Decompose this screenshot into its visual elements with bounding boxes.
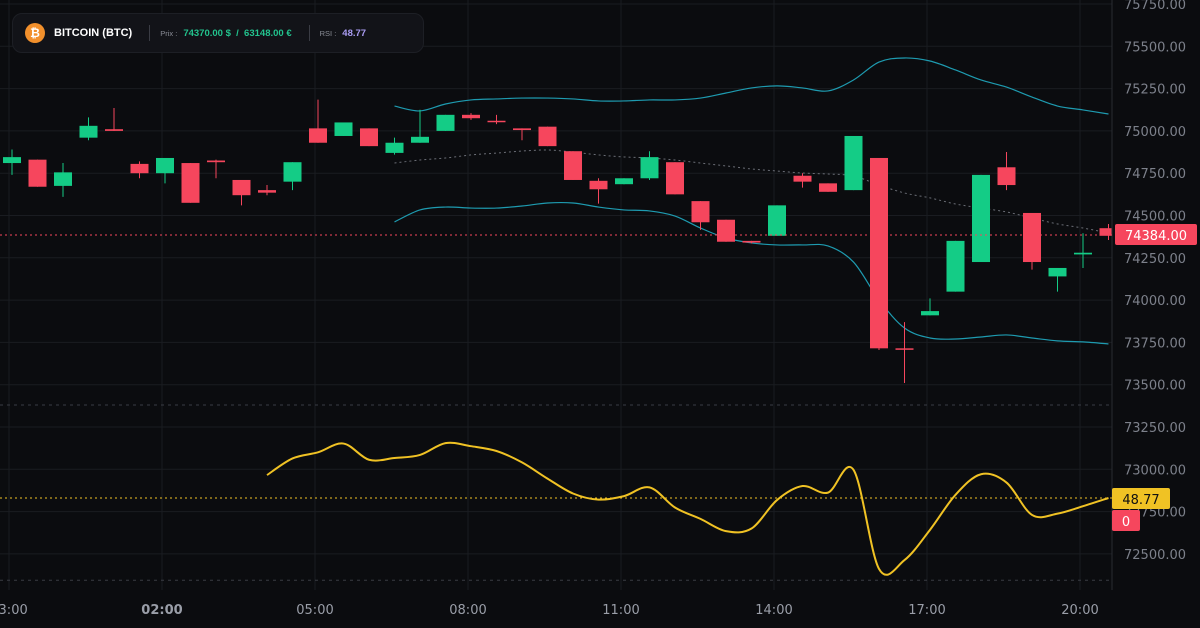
time-axis[interactable]: 23:00 02:00 05:00 08:00 11:00 14:00 17:00 20:00 <box>0 603 1099 618</box>
x-tick-label: 17:00 <box>908 603 945 618</box>
candle-down <box>232 179 251 196</box>
grid <box>0 0 1112 590</box>
candle-down <box>717 219 735 242</box>
y-tick-label: 72500.00 <box>1124 548 1186 563</box>
candle-down <box>538 126 557 147</box>
candle-down <box>181 163 200 203</box>
candle-up <box>156 157 174 174</box>
bitcoin-icon: ₿ <box>25 23 45 43</box>
candle-up <box>54 172 72 186</box>
candle-down <box>513 128 531 131</box>
candle-up <box>946 240 965 292</box>
candle-up <box>768 205 786 236</box>
y-tick-label: 75750.00 <box>1124 0 1186 13</box>
y-tick-label: 73500.00 <box>1124 379 1186 394</box>
candle-down <box>870 157 888 349</box>
y-tick-label: 75250.00 <box>1124 83 1186 98</box>
rsi-last-tag <box>1112 488 1170 509</box>
candle-down <box>691 201 710 223</box>
candle-down <box>309 128 327 143</box>
candle-down <box>895 348 914 350</box>
price-value: 74370.00 $ / 63148.00 € <box>183 27 292 39</box>
candle-up <box>921 311 939 316</box>
bollinger-middle <box>394 149 1109 234</box>
candle-down <box>793 175 812 182</box>
candle-down <box>564 151 582 180</box>
candle-up <box>1048 267 1067 277</box>
candle-down <box>742 240 761 243</box>
candle-up <box>334 122 353 136</box>
x-tick-label: 02:00 <box>141 603 182 618</box>
candle-up <box>79 125 98 138</box>
x-tick-label: 14:00 <box>755 603 792 618</box>
y-tick-label: 74000.00 <box>1124 294 1186 309</box>
candle-down <box>1099 228 1118 236</box>
rsi-indicator <box>266 441 1109 576</box>
candle-down <box>666 162 684 195</box>
y-tick-label: 74750.00 <box>1124 167 1186 182</box>
price-label: Prix : <box>160 28 178 38</box>
value-tags: 74384.00 48.77 0 <box>0 224 1197 531</box>
x-tick-label: 11:00 <box>602 603 639 618</box>
x-tick-label: 08:00 <box>449 603 486 618</box>
candle-down <box>819 183 837 192</box>
bollinger-lower <box>394 201 1109 345</box>
x-tick-label: 23:00 <box>0 603 28 618</box>
candle-up <box>283 162 302 182</box>
x-tick-label: 05:00 <box>296 603 333 618</box>
candle-down <box>258 190 276 193</box>
divider <box>149 25 151 41</box>
y-tick-label: 74250.00 <box>1124 252 1186 267</box>
secondary-tag <box>1112 510 1140 531</box>
bollinger-bands <box>394 57 1109 345</box>
candle-down <box>487 120 506 123</box>
bollinger-upper <box>394 57 1109 115</box>
candle-down <box>28 159 47 187</box>
y-tick-label: 75500.00 <box>1124 40 1186 55</box>
last-price-tag <box>1115 224 1197 245</box>
candle-up <box>1074 252 1092 255</box>
x-tick-label: 20:00 <box>1061 603 1098 618</box>
candle-down <box>360 128 378 147</box>
candle-down <box>130 163 149 174</box>
y-tick-label: 73000.00 <box>1124 463 1186 478</box>
candle-down <box>105 129 123 131</box>
rsi-value: 48.77 <box>342 27 367 39</box>
candle-up <box>844 135 863 191</box>
y-tick-label: 73750.00 <box>1124 336 1186 351</box>
candle-up <box>436 114 455 131</box>
rsi-label: RSI : <box>319 28 337 38</box>
candle-up <box>385 142 404 153</box>
y-tick-label: 73250.00 <box>1124 421 1186 436</box>
rsi-line <box>266 441 1109 576</box>
y-axis-labels: 75750.00 75500.00 75250.00 75000.00 74750.00… <box>1124 0 1186 563</box>
ticker-header: ₿ BITCOIN (BTC) Prix : 74370.00 $ / 6314… <box>12 13 424 53</box>
y-tick-label: 75000.00 <box>1124 125 1186 140</box>
candles <box>3 99 1118 384</box>
secondary-tag-text: 0 <box>1122 515 1130 530</box>
candle-down <box>997 167 1016 186</box>
candle-up <box>972 174 990 263</box>
rsi-last-text: 48.77 <box>1122 493 1159 508</box>
candle-up <box>3 157 21 164</box>
candle-up <box>411 136 429 143</box>
divider <box>308 25 310 41</box>
last-price-text: 74384.00 <box>1125 229 1187 244</box>
candle-up <box>615 178 633 185</box>
candle-down <box>589 180 608 190</box>
candle-down <box>1023 212 1041 263</box>
candle-up <box>640 157 659 179</box>
coin-title: BITCOIN (BTC) <box>54 27 133 39</box>
candle-down <box>462 114 480 119</box>
y-tick-label: 74500.00 <box>1124 210 1186 225</box>
candle-down <box>207 160 225 163</box>
